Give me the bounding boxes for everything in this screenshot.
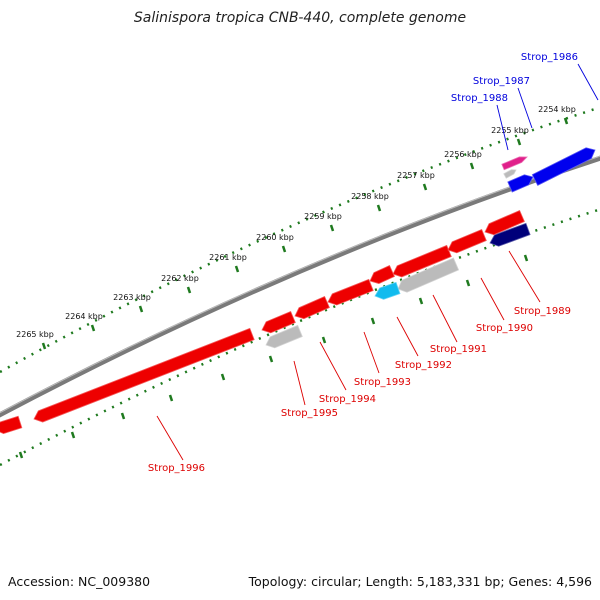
major-tick <box>321 336 327 344</box>
gene-label: Strop_1995 <box>281 408 338 419</box>
gene-label: Strop_1992 <box>395 360 452 371</box>
gene-arrow <box>392 244 452 278</box>
gene-label: Strop_1986 <box>521 52 578 63</box>
major-tick <box>90 324 96 332</box>
label-leader <box>432 294 458 343</box>
major-tick <box>220 373 226 381</box>
major-tick <box>469 162 475 170</box>
label-leader <box>396 316 419 357</box>
gene-arrow <box>447 228 487 254</box>
gene-arrow <box>507 174 534 193</box>
gene-label: Strop_1991 <box>430 344 487 355</box>
gene-arrow <box>489 222 531 247</box>
gene-arrow <box>503 169 517 179</box>
gene-arrow <box>484 209 525 236</box>
accession-text: Accession: NC_009380 <box>8 574 150 589</box>
label-leaders <box>156 63 599 461</box>
gene-arrow <box>501 156 528 171</box>
label-leader <box>480 277 505 321</box>
tick-label: 2255 kbp <box>491 126 529 135</box>
gene-arrow <box>261 310 296 334</box>
label-leader <box>156 415 184 461</box>
tick-label: 2265 kbp <box>16 330 54 339</box>
label-leader <box>508 250 541 303</box>
major-tick <box>186 286 192 294</box>
major-tick <box>376 204 382 212</box>
gene-label: Strop_1994 <box>319 394 376 405</box>
tick-label: 2263 kbp <box>113 293 151 302</box>
major-tick <box>563 117 569 125</box>
gene-label: Strop_1988 <box>451 93 508 104</box>
major-tick <box>370 317 376 325</box>
label-leader <box>363 331 380 374</box>
gene-features <box>0 147 596 435</box>
gene-arrow <box>0 415 23 435</box>
gene-label: Strop_1989 <box>514 306 571 317</box>
gene-arrow <box>531 147 596 186</box>
major-tick <box>120 412 126 420</box>
map-title: Salinispora tropica CNB-440, complete ge… <box>134 10 466 26</box>
gene-label: Strop_1993 <box>354 377 411 388</box>
gene-label: Strop_1990 <box>476 323 533 334</box>
major-tick <box>281 245 287 253</box>
label-leader <box>319 341 347 391</box>
tick-label: 2258 kbp <box>351 192 389 201</box>
major-tick <box>329 224 335 232</box>
major-tick <box>465 279 471 287</box>
major-tick <box>418 297 424 305</box>
gene-label: Strop_1987 <box>473 76 530 87</box>
gene-arrow <box>294 295 330 320</box>
backbone-highlight <box>0 155 600 414</box>
gene-labels: Strop_1986 Strop_1987 Strop_1988 Strop_1989… <box>148 52 578 474</box>
major-tick <box>516 138 522 146</box>
tick-labels: 2254 kbp 2255 kbp 2256 kbp 2257 kbp 2258 kbp… <box>16 105 576 339</box>
major-tick <box>234 265 240 273</box>
major-tick <box>138 305 144 313</box>
major-tick <box>268 355 274 363</box>
label-leader <box>496 104 509 151</box>
tick-label: 2254 kbp <box>538 105 576 114</box>
major-tick <box>70 431 76 439</box>
major-ticks <box>18 117 569 459</box>
outer-tick-track <box>0 106 599 374</box>
major-tick <box>523 254 529 262</box>
gene-arrow <box>397 257 460 293</box>
tick-label: 2264 kbp <box>65 312 103 321</box>
tick-label: 2259 kbp <box>304 212 342 221</box>
gene-arrow <box>327 278 374 306</box>
genome-summary-text: Topology: circular; Length: 5,183,331 bp… <box>248 574 592 589</box>
major-tick <box>41 342 47 350</box>
tick-label: 2256 kbp <box>444 150 482 159</box>
major-tick <box>168 394 174 402</box>
tick-label: 2260 kbp <box>256 233 294 242</box>
major-tick <box>18 451 24 459</box>
tick-label: 2257 kbp <box>397 171 435 180</box>
label-leader <box>577 63 599 101</box>
gene-arrow <box>33 327 255 423</box>
tick-label: 2261 kbp <box>209 253 247 262</box>
gene-arrow <box>374 281 401 300</box>
gene-arrow <box>369 265 396 284</box>
label-leader <box>517 87 533 129</box>
tick-label: 2262 kbp <box>161 274 199 283</box>
label-leader <box>293 360 306 406</box>
gene-label: Strop_1996 <box>148 463 205 474</box>
major-tick <box>422 183 428 191</box>
genome-backbone <box>0 155 600 418</box>
gene-arrow <box>265 324 303 349</box>
